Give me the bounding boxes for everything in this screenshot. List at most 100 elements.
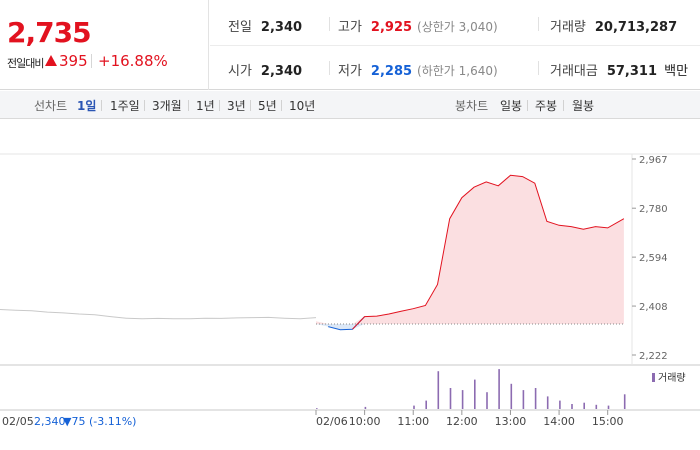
volume-item: 거래량 20,713,287	[550, 16, 677, 35]
tab-5year[interactable]: 5년	[258, 99, 277, 113]
x-tick-label: 14:00	[543, 415, 575, 428]
divider	[210, 45, 700, 46]
volume-bar	[510, 383, 513, 409]
tab-1year[interactable]: 1년	[196, 99, 215, 113]
volume-bar	[461, 390, 464, 409]
x-tick-label: 13:00	[495, 415, 527, 428]
x-tick-label: 11:00	[397, 415, 429, 428]
volume-bar	[498, 369, 500, 409]
prev-close-item: 전일 2,340	[228, 16, 302, 35]
candle-chart-label: 봉차트	[455, 99, 489, 113]
volume-bar	[607, 405, 610, 409]
y-tick-label: 2,222	[639, 351, 668, 362]
change-label: 전일대비	[7, 57, 44, 70]
trade-value-label: 거래대금	[550, 64, 598, 79]
low-item: 저가 2,285 (하한가 1,640)	[338, 60, 498, 79]
lower-limit: (하한가 1,640)	[417, 64, 498, 78]
x-tick-label: 02/06	[316, 415, 348, 428]
divider	[144, 100, 145, 111]
tab-3year[interactable]: 3년	[227, 99, 246, 113]
trade-value: 57,311	[606, 64, 658, 79]
high-item: 고가 2,925 (상한가 3,040)	[338, 16, 498, 35]
trade-value-unit: 백만	[664, 64, 689, 79]
divider	[563, 100, 564, 111]
price-area-fill-down	[316, 323, 624, 330]
tab-1day[interactable]: 1일	[77, 99, 97, 113]
tab-1week[interactable]: 1주일	[110, 99, 140, 113]
volume-bar	[316, 408, 318, 409]
divider	[281, 100, 282, 111]
volume-bar	[364, 406, 367, 409]
divider	[219, 100, 220, 111]
y-tick-label: 2,967	[639, 155, 668, 166]
current-price: 2,735	[7, 16, 92, 49]
x-tick-label: 12:00	[446, 415, 478, 428]
divider	[329, 17, 330, 31]
volume-bar	[425, 400, 427, 409]
open-item: 시가 2,340	[228, 60, 302, 79]
x-tick-label: 10:00	[349, 415, 381, 428]
upper-limit: (상한가 3,040)	[417, 20, 498, 34]
price-line-above-reference	[352, 174, 625, 330]
volume-bar	[559, 400, 561, 409]
volume-bar	[437, 371, 440, 409]
price-box: 2,735 전일대비 395 +16.88%	[0, 0, 209, 90]
up-triangle-icon	[45, 55, 57, 66]
high-label: 고가	[338, 20, 362, 35]
divider	[329, 61, 330, 75]
y-tick-label: 2,594	[639, 253, 668, 264]
volume-bar	[534, 388, 537, 409]
volume-bar	[522, 390, 525, 409]
volume-label: 거래량	[550, 20, 586, 35]
divider	[538, 17, 539, 31]
y-tick-label: 2,780	[639, 204, 668, 215]
volume-bar	[486, 392, 488, 409]
divider	[527, 100, 528, 111]
y-tick-label: 2,408	[639, 302, 668, 313]
price-area-fill	[316, 175, 624, 324]
high-value: 2,925	[370, 20, 413, 35]
volume-bar	[546, 396, 549, 409]
low-label: 저가	[338, 64, 362, 79]
prev-date-label: 02/05	[2, 415, 34, 428]
tab-10year[interactable]: 10년	[289, 99, 316, 113]
volume-bar	[413, 405, 415, 409]
x-axis-ticks: 02/06 10:00 11:00 12:00 13:00 14:00 15:00	[315, 410, 624, 428]
divider	[91, 54, 92, 68]
prev-day-price-line	[0, 309, 317, 320]
stock-summary: 2,735 전일대비 395 +16.88% 전일 2,340 고가 2,925 (상…	[0, 0, 700, 90]
prev-price-label: 2,340	[34, 415, 66, 428]
divider	[538, 61, 539, 75]
volume-bar	[474, 379, 476, 409]
line-chart-label: 선차트	[34, 99, 68, 113]
low-value: 2,285	[370, 64, 413, 79]
y-axis-ticks: 2,967 2,780 2,594 2,408 2,222	[632, 155, 668, 362]
trade-value-item: 거래대금 57,311 백만	[550, 60, 688, 79]
volume-bar	[449, 388, 452, 409]
volume-value: 20,713,287	[594, 20, 678, 35]
change-amount: 395	[59, 52, 88, 70]
divider	[101, 100, 102, 111]
x-tick-label: 15:00	[592, 415, 624, 428]
open-label: 시가	[228, 64, 252, 79]
volume-legend-label: 거래량	[658, 372, 686, 384]
volume-bar	[623, 394, 626, 409]
tab-daily-candle[interactable]: 일봉	[500, 99, 523, 113]
volume-bar	[595, 404, 598, 409]
chart-grid	[0, 153, 700, 411]
volume-bar	[583, 402, 585, 409]
prev-close-value: 2,340	[260, 20, 303, 35]
price-chart[interactable]: 2,967 2,780 2,594 2,408 2,222 거래량 02/06 10:00…	[0, 119, 700, 450]
chart-tab-bar: 선차트 1일 1주일 3개월 1년 3년 5년 10년 봉차트 일봉 주봉 월봉	[0, 91, 700, 119]
volume-bar	[571, 404, 573, 409]
prev-close-label: 전일	[228, 20, 252, 35]
open-value: 2,340	[260, 64, 303, 79]
prev-change-label: ▼75 (-3.11%)	[63, 415, 136, 428]
volume-legend-swatch	[652, 373, 655, 382]
volume-bars	[316, 369, 626, 409]
divider	[188, 100, 189, 111]
tab-monthly-candle[interactable]: 월봉	[572, 99, 595, 113]
change-percent: +16.88%	[98, 52, 168, 70]
tab-weekly-candle[interactable]: 주봉	[535, 99, 558, 113]
tab-3month[interactable]: 3개월	[152, 99, 182, 113]
